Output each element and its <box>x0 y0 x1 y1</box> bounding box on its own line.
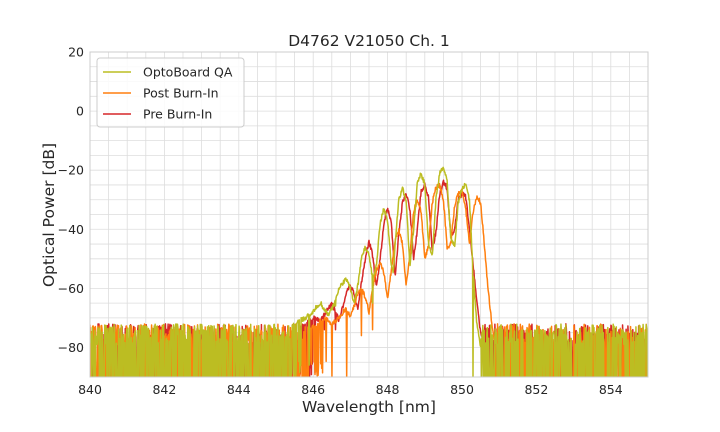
plot-area <box>90 166 648 377</box>
x-tick-label: 840 <box>78 382 102 397</box>
y-tick-label: −80 <box>58 340 84 355</box>
x-tick-label: 852 <box>524 382 548 397</box>
legend: OptoBoard QA Post Burn-In Pre Burn-In <box>96 57 245 128</box>
chart-title: D4762 V21050 Ch. 1 <box>288 32 450 50</box>
tick-labels: 840 842 844 846 848 850 852 854 20 0 −20 −40 −60 −80 <box>58 45 623 398</box>
x-tick-label: 848 <box>376 382 400 397</box>
x-tick-label: 842 <box>152 382 176 397</box>
y-tick-label: −20 <box>58 163 84 178</box>
legend-label: Pre Burn-In <box>143 107 212 122</box>
x-axis-label: Wavelength [nm] <box>302 398 436 416</box>
legend-label: Post Burn-In <box>143 86 219 101</box>
series-line-optoboard-qa <box>90 166 648 377</box>
plot-frame <box>89 51 649 378</box>
x-tick-label: 844 <box>227 382 251 397</box>
x-tick-label: 854 <box>599 382 623 397</box>
y-tick-label: −60 <box>58 281 84 296</box>
y-axis-label: Optical Power [dB] <box>40 143 58 287</box>
legend-label: OptoBoard QA <box>143 65 233 80</box>
y-tick-label: 20 <box>68 45 84 60</box>
legend-box <box>96 57 245 128</box>
x-tick-label: 846 <box>301 382 325 397</box>
x-tick-label: 850 <box>450 382 474 397</box>
y-tick-label: −40 <box>58 222 84 237</box>
y-tick-label: 0 <box>76 104 84 119</box>
